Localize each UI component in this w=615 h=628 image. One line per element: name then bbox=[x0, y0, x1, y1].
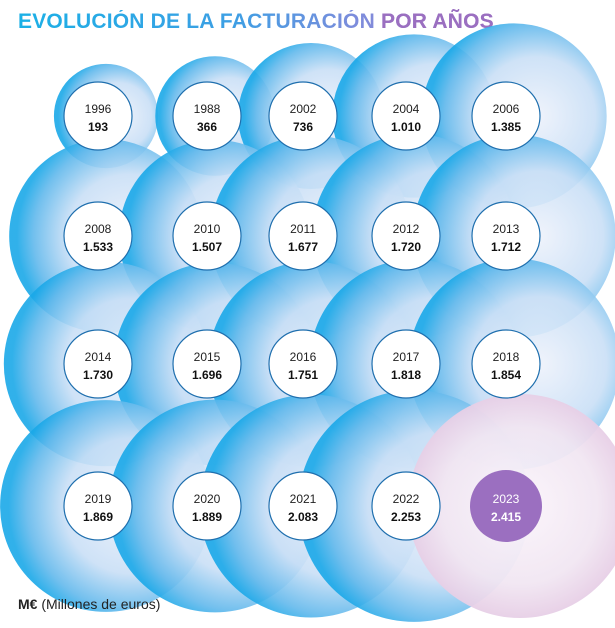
year-label-2018: 2018 bbox=[493, 350, 520, 364]
bubble-2006: 2006 1.385 bbox=[471, 81, 541, 151]
unit-footnote: M€ (Millones de euros) bbox=[18, 596, 161, 612]
bubble-core-2022 bbox=[371, 471, 441, 541]
value-label-1996: 193 bbox=[88, 120, 108, 134]
value-label-2021: 2.083 bbox=[288, 510, 318, 524]
value-label-2018: 1.854 bbox=[491, 368, 521, 382]
value-label-2006: 1.385 bbox=[491, 120, 521, 134]
year-label-1996: 1996 bbox=[85, 102, 112, 116]
bubble-2010: 2010 1.507 bbox=[172, 201, 242, 271]
year-label-2006: 2006 bbox=[493, 102, 520, 116]
value-label-2019: 1.869 bbox=[83, 510, 113, 524]
value-label-2012: 1.720 bbox=[391, 240, 421, 254]
year-label-2004: 2004 bbox=[393, 102, 420, 116]
bubble-2004: 2004 1.010 bbox=[371, 81, 441, 151]
bubble-2016: 2016 1.751 bbox=[268, 329, 338, 399]
bubble-core-1988 bbox=[172, 81, 242, 151]
value-label-2008: 1.533 bbox=[83, 240, 113, 254]
value-label-2015: 1.696 bbox=[192, 368, 222, 382]
bubble-core-2021 bbox=[268, 471, 338, 541]
year-label-2002: 2002 bbox=[290, 102, 317, 116]
bubble-2021: 2021 2.083 bbox=[268, 471, 338, 541]
bubble-2015: 2015 1.696 bbox=[172, 329, 242, 399]
bubble-2018: 2018 1.854 bbox=[471, 329, 541, 399]
year-label-2020: 2020 bbox=[194, 492, 221, 506]
bubble-core-2014 bbox=[63, 329, 133, 399]
year-label-2016: 2016 bbox=[290, 350, 317, 364]
bubble-1996: 1996 193 bbox=[63, 81, 133, 151]
value-label-2002: 736 bbox=[293, 120, 313, 134]
bubble-2020: 2020 1.889 bbox=[172, 471, 242, 541]
year-label-2013: 2013 bbox=[493, 222, 520, 236]
year-label-2008: 2008 bbox=[85, 222, 112, 236]
year-label-2021: 2021 bbox=[290, 492, 317, 506]
bubble-core-2018 bbox=[471, 329, 541, 399]
bubble-2011: 2011 1.677 bbox=[268, 201, 338, 271]
value-label-2020: 1.889 bbox=[192, 510, 222, 524]
value-label-2017: 1.818 bbox=[391, 368, 421, 382]
bubble-2002: 2002 736 bbox=[268, 81, 338, 151]
value-label-2010: 1.507 bbox=[192, 240, 222, 254]
year-label-2022: 2022 bbox=[393, 492, 420, 506]
bubble-core-2008 bbox=[63, 201, 133, 271]
value-label-2011: 1.677 bbox=[288, 240, 318, 254]
bubble-core-2012 bbox=[371, 201, 441, 271]
bubble-core-2019 bbox=[63, 471, 133, 541]
year-label-2011: 2011 bbox=[290, 222, 316, 236]
value-label-2022: 2.253 bbox=[391, 510, 421, 524]
bubble-2012: 2012 1.720 bbox=[371, 201, 441, 271]
bubble-core-1996 bbox=[63, 81, 133, 151]
bubble-core-2004 bbox=[371, 81, 441, 151]
bubble-2013: 2013 1.712 bbox=[471, 201, 541, 271]
bubble-2022: 2022 2.253 bbox=[371, 471, 441, 541]
year-label-1988: 1988 bbox=[194, 102, 221, 116]
bubble-2008: 2008 1.533 bbox=[63, 201, 133, 271]
bubble-core-2023 bbox=[470, 470, 542, 542]
year-label-2015: 2015 bbox=[194, 350, 221, 364]
value-label-2016: 1.751 bbox=[288, 368, 318, 382]
year-label-2017: 2017 bbox=[393, 350, 420, 364]
bubble-2014: 2014 1.730 bbox=[63, 329, 133, 399]
bubble-2023: 2023 2.415 bbox=[470, 470, 542, 542]
bubble-core-2013 bbox=[471, 201, 541, 271]
bubble-core-2016 bbox=[268, 329, 338, 399]
value-label-1988: 366 bbox=[197, 120, 217, 134]
bubble-core-2011 bbox=[268, 201, 338, 271]
year-label-2014: 2014 bbox=[85, 350, 112, 364]
bubble-1988: 1988 366 bbox=[172, 81, 242, 151]
year-label-2023: 2023 bbox=[493, 492, 520, 506]
bubble-2017: 2017 1.818 bbox=[371, 329, 441, 399]
bubble-core-2002 bbox=[268, 81, 338, 151]
value-label-2023: 2.415 bbox=[491, 510, 521, 524]
bubble-core-2015 bbox=[172, 329, 242, 399]
bubble-core-2010 bbox=[172, 201, 242, 271]
value-label-2014: 1.730 bbox=[83, 368, 113, 382]
chart-title: EVOLUCIÓN DE LA FACTURACIÓN POR AÑOS bbox=[18, 10, 494, 33]
bubble-core-2006 bbox=[471, 81, 541, 151]
value-label-2013: 1.712 bbox=[491, 240, 521, 254]
year-label-2012: 2012 bbox=[393, 222, 420, 236]
bubble-core-2017 bbox=[371, 329, 441, 399]
value-label-2004: 1.010 bbox=[391, 120, 421, 134]
bubble-core-2020 bbox=[172, 471, 242, 541]
bubble-2019: 2019 1.869 bbox=[63, 471, 133, 541]
year-label-2010: 2010 bbox=[194, 222, 221, 236]
year-label-2019: 2019 bbox=[85, 492, 112, 506]
